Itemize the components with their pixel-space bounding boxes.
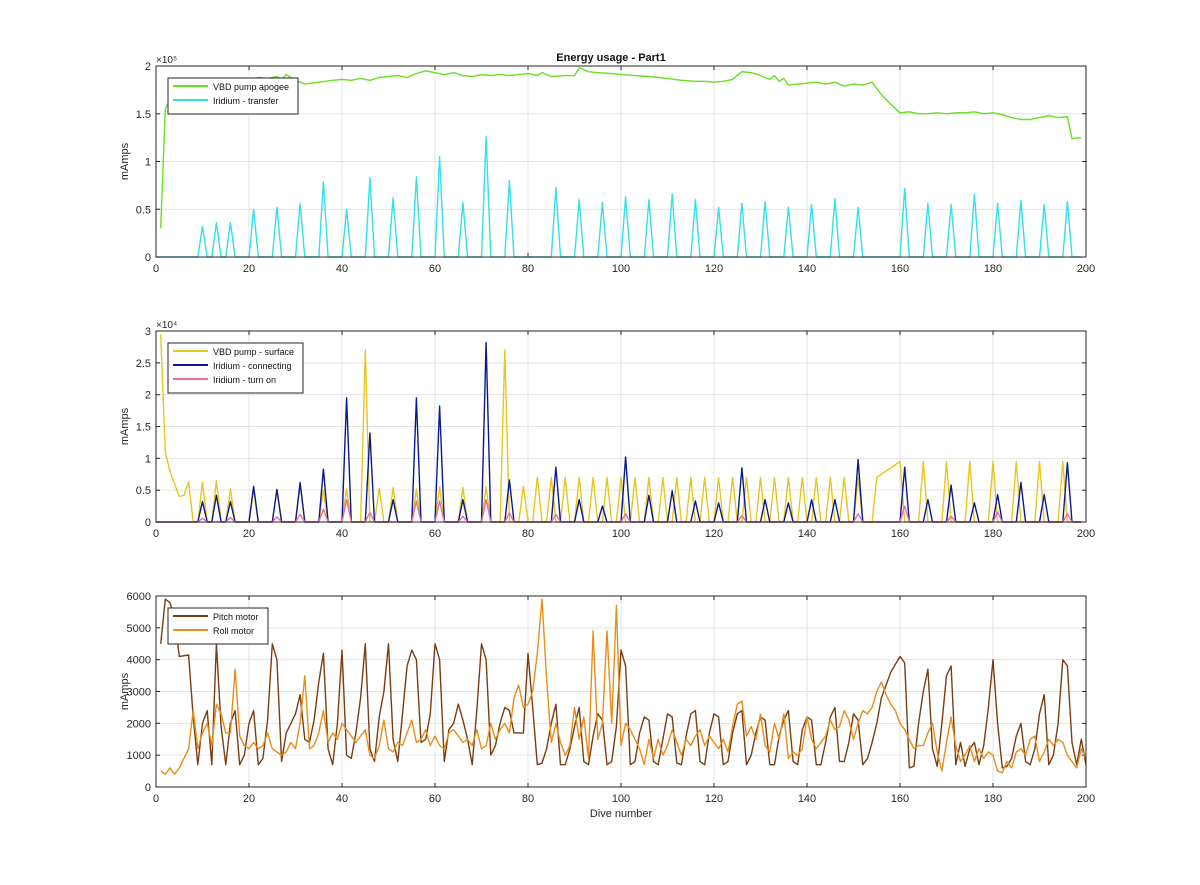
y-tick-label: 3000 <box>127 687 151 699</box>
legend-label: VBD pump apogee <box>213 82 289 92</box>
legend-label: Roll motor <box>213 626 254 636</box>
figure-title: Energy usage - Part1 <box>556 52 665 64</box>
x-tick-label: 0 <box>153 793 159 805</box>
series-line-vbd-pump-apogee <box>160 67 1082 229</box>
legend-label: Iridium - connecting <box>213 361 292 371</box>
y-tick-label: 1 <box>145 157 151 169</box>
x-tick-label: 200 <box>1077 263 1095 275</box>
x-tick-label: 120 <box>705 263 723 275</box>
subplot-3: 0 20 40 60 80 100 120 140 160 180 2000100020003000… <box>119 591 1095 805</box>
y-axis-exponent: ×10⁴ <box>156 320 177 331</box>
x-tick-label: 20 <box>243 528 255 540</box>
x-tick-label: 180 <box>984 528 1002 540</box>
y-tick-label: 5000 <box>127 623 151 635</box>
y-tick-label: 1.5 <box>136 422 151 434</box>
x-tick-label: 20 <box>243 263 255 275</box>
legend-box <box>167 607 269 645</box>
legend-box <box>167 77 299 115</box>
y-tick-label: 0 <box>145 252 151 264</box>
series-line-roll-motor <box>160 598 1087 775</box>
y-tick-label: 2000 <box>127 718 151 730</box>
y-tick-label: 0 <box>145 782 151 794</box>
legend-label: Pitch motor <box>213 612 259 622</box>
subplots-container: 0 20 40 60 80 100 120 140 160 180 20000.511.52×10⁵… <box>119 55 1095 805</box>
axes-frame <box>155 330 1087 523</box>
y-tick-label: 2.5 <box>136 358 151 370</box>
x-tick-label: 60 <box>429 263 441 275</box>
axes-frame <box>155 65 1087 258</box>
x-tick-label: 120 <box>705 793 723 805</box>
y-tick-label: 0.5 <box>136 204 151 216</box>
y-axis-label: mAmps <box>119 407 131 445</box>
y-tick-label: 0 <box>145 517 151 529</box>
y-tick-label: 3 <box>145 326 151 338</box>
subplot-1: 0 20 40 60 80 100 120 140 160 180 200 0 0.5 1 1.5 2 ×10⁵… <box>119 55 1095 275</box>
x-tick-label: 0 <box>153 528 159 540</box>
x-axis-label: Dive number <box>590 808 653 820</box>
x-tick-label: 80 <box>522 263 534 275</box>
x-tick-label: 200 <box>1077 793 1095 805</box>
x-tick-label: 0 <box>153 263 159 275</box>
y-tick-label: 1.5 <box>136 109 151 121</box>
x-tick-label: 140 <box>798 528 816 540</box>
legend-label: VBD pump - surface <box>213 347 294 357</box>
x-tick-label: 80 <box>522 793 534 805</box>
x-tick-label: 180 <box>984 793 1002 805</box>
x-tick-label: 60 <box>429 793 441 805</box>
legend-label: Iridium - turn on <box>213 375 276 385</box>
x-tick-label: 100 <box>612 793 630 805</box>
y-tick-label: 6000 <box>127 591 151 603</box>
x-tick-label: 60 <box>429 528 441 540</box>
x-tick-label: 160 <box>891 793 909 805</box>
legend-label: Iridium - transfer <box>213 96 279 106</box>
x-tick-label: 40 <box>336 263 348 275</box>
x-tick-label: 140 <box>798 263 816 275</box>
x-tick-label: 200 <box>1077 528 1095 540</box>
series-line-pitch-motor <box>160 598 1087 769</box>
y-tick-label: 0.5 <box>136 485 151 497</box>
x-tick-label: 40 <box>336 793 348 805</box>
y-axis-label: mAmps <box>119 142 131 180</box>
y-tick-label: 2 <box>145 61 151 73</box>
x-tick-label: 20 <box>243 793 255 805</box>
x-tick-label: 160 <box>891 263 909 275</box>
y-tick-label: 1000 <box>127 750 151 762</box>
x-tick-label: 100 <box>612 528 630 540</box>
x-tick-label: 100 <box>612 263 630 275</box>
axes-frame <box>155 595 1087 788</box>
y-tick-label: 2 <box>145 390 151 402</box>
y-axis-exponent: ×10⁵ <box>156 55 177 66</box>
y-axis-label: mAmps <box>119 672 131 710</box>
x-tick-label: 140 <box>798 793 816 805</box>
y-tick-label: 4000 <box>127 655 151 667</box>
x-tick-label: 80 <box>522 528 534 540</box>
x-tick-label: 180 <box>984 263 1002 275</box>
y-tick-label: 1 <box>145 453 151 465</box>
x-tick-label: 120 <box>705 528 723 540</box>
subplot-2: 0 20 40 60 80 100 120 140 160 180 200 0 0.5 1 1.5 2 2.5 3… <box>119 320 1095 540</box>
x-tick-label: 40 <box>336 528 348 540</box>
x-tick-label: 160 <box>891 528 909 540</box>
